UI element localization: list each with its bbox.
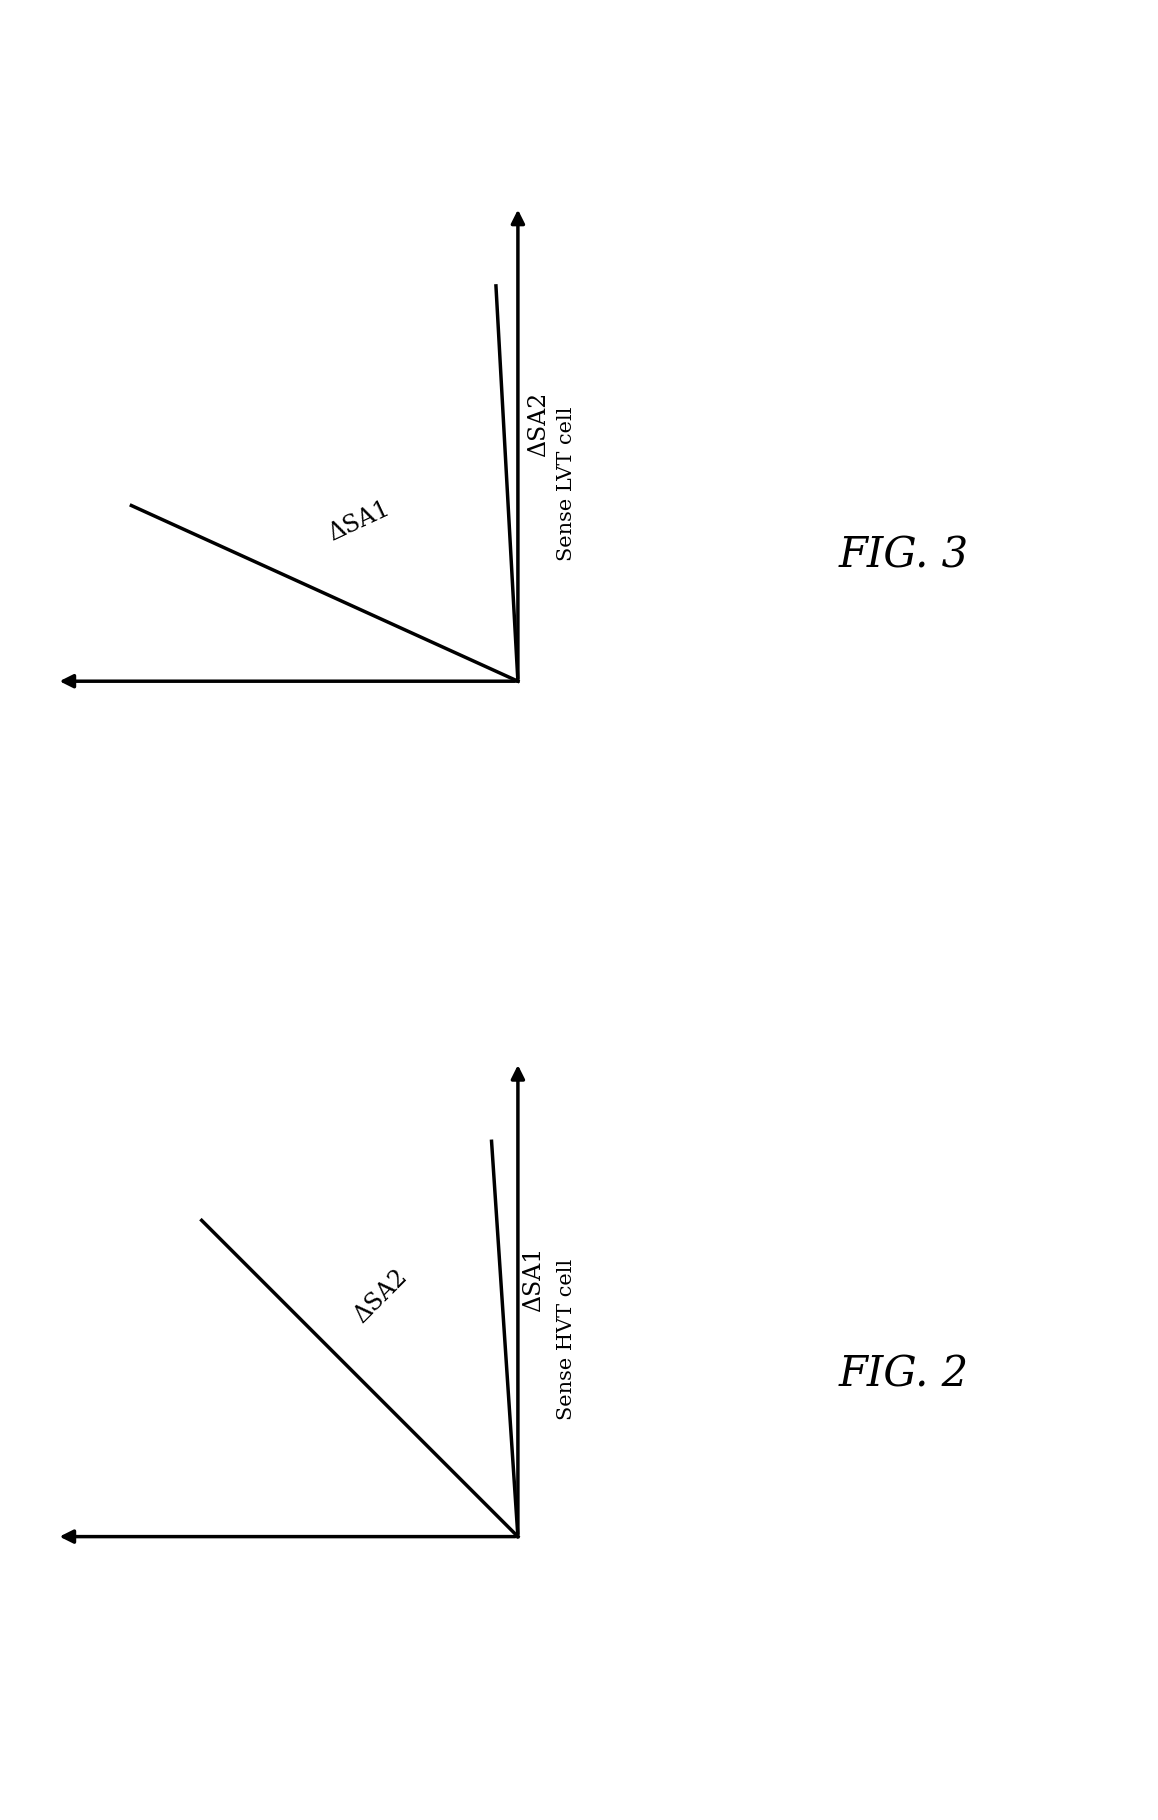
Text: FIG. 2: FIG. 2	[838, 1352, 968, 1396]
Text: Sense HVT cell: Sense HVT cell	[557, 1258, 577, 1420]
Text: ΔSA2: ΔSA2	[527, 391, 550, 457]
Text: ΔSA2: ΔSA2	[350, 1265, 412, 1327]
Text: ΔSA1: ΔSA1	[522, 1247, 545, 1312]
Text: ΔSA1: ΔSA1	[324, 497, 394, 546]
Text: Sense LVT cell: Sense LVT cell	[557, 406, 577, 561]
Text: FIG. 3: FIG. 3	[838, 533, 968, 577]
